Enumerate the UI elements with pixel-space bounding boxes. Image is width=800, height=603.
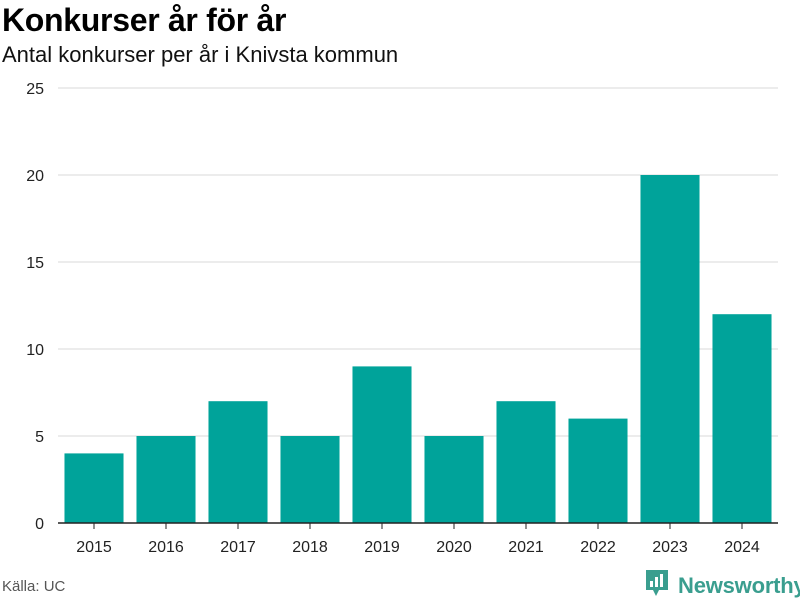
newsworthy-logo[interactable]: Newsworthy — [644, 568, 800, 603]
chart-subtitle: Antal konkurser per år i Knivsta kommun — [2, 42, 399, 67]
y-tick-label: 20 — [26, 168, 44, 185]
x-tick-label: 2015 — [76, 539, 112, 556]
y-axis-tick-labels: 0 5 10 15 20 25 — [26, 81, 44, 533]
x-tick-label: 2020 — [436, 539, 472, 556]
x-tick-label: 2021 — [508, 539, 544, 556]
x-tick-label: 2016 — [148, 539, 184, 556]
bar-2020 — [424, 436, 484, 523]
y-tick-label: 25 — [26, 81, 44, 98]
bar-2017 — [208, 401, 268, 523]
y-tick-label: 5 — [35, 429, 44, 446]
bar-2021 — [496, 401, 556, 523]
bar-2019 — [352, 366, 412, 523]
chart-title: Konkurser år för år — [2, 2, 287, 38]
y-tick-label: 10 — [26, 342, 44, 359]
y-tick-label: 15 — [26, 255, 44, 272]
x-tick-label: 2022 — [580, 539, 616, 556]
x-axis-tick-labels: 2015 2016 2017 2018 2019 2020 2021 2022 2023 2024 — [76, 523, 760, 556]
source-note: Källa: UC — [2, 578, 66, 595]
bar-2023 — [640, 175, 700, 523]
x-tick-label: 2019 — [364, 539, 400, 556]
x-tick-label: 2024 — [724, 539, 760, 556]
bar-2024 — [712, 314, 772, 523]
bar-2016 — [136, 436, 196, 523]
x-tick-label: 2018 — [292, 539, 328, 556]
brand-name: Newsworthy — [678, 572, 800, 598]
bar-chart-icon — [644, 568, 670, 603]
bar-2018 — [280, 436, 340, 523]
bar-2022 — [568, 418, 628, 523]
x-tick-label: 2017 — [220, 539, 256, 556]
y-tick-label: 0 — [35, 516, 44, 533]
x-tick-label: 2023 — [652, 539, 688, 556]
bars — [64, 175, 772, 523]
bar-2015 — [64, 453, 124, 523]
